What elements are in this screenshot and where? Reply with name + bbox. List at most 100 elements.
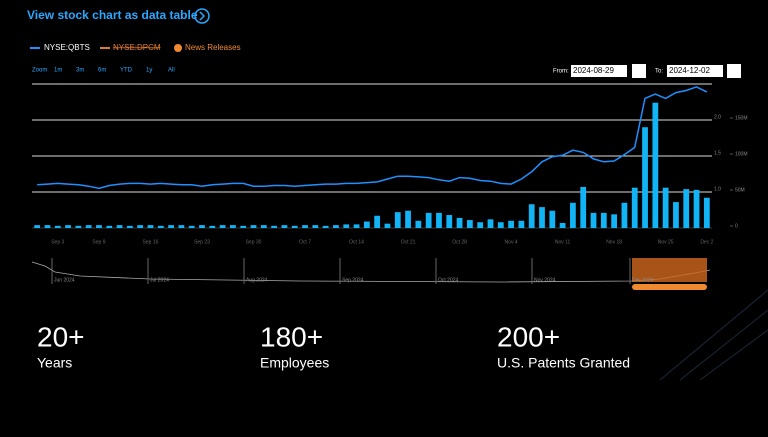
x-tick-label: Sep 3 bbox=[51, 239, 64, 245]
navigator-scrollbar[interactable] bbox=[632, 284, 707, 290]
stat-value: 180+ bbox=[260, 321, 323, 352]
volume-bar bbox=[230, 225, 236, 228]
volume-bar bbox=[590, 212, 597, 228]
decor-lines bbox=[659, 289, 768, 381]
stat-value: 200+ bbox=[497, 321, 560, 352]
volume-bar bbox=[642, 127, 648, 228]
range-button[interactable]: 1y bbox=[146, 68, 152, 74]
x-tick-label: Oct 21 bbox=[401, 239, 416, 245]
link-arrow bbox=[199, 11, 206, 21]
volume-bar bbox=[168, 225, 174, 228]
x-tick-label: Sep 30 bbox=[246, 239, 262, 245]
volume-bar bbox=[178, 225, 185, 228]
volume-bar bbox=[343, 224, 350, 228]
volume-bar bbox=[631, 187, 638, 228]
from-date[interactable]: 2024-08-29 bbox=[573, 66, 614, 75]
volume-bar bbox=[322, 225, 329, 228]
range-button[interactable]: 1m bbox=[54, 68, 62, 74]
volume-bar bbox=[549, 210, 556, 228]
legend-item[interactable]: News Releases bbox=[185, 43, 241, 52]
x-tick-label: Oct 7 bbox=[299, 239, 311, 245]
navigator bbox=[31, 258, 711, 290]
volume-bar bbox=[116, 225, 123, 228]
range-button[interactable]: YTD bbox=[120, 68, 133, 74]
navigator-label: Nov 2024 bbox=[534, 277, 556, 283]
volume-bar bbox=[333, 225, 339, 228]
stat-label: Employees bbox=[260, 355, 329, 371]
volume-bar bbox=[54, 225, 61, 228]
x-tick-label: Nov 11 bbox=[555, 239, 571, 245]
volume-bar bbox=[96, 225, 102, 228]
volume-bar bbox=[528, 204, 535, 228]
navigator-label: Oct 2024 bbox=[438, 277, 459, 283]
volume-bar bbox=[621, 202, 628, 228]
volume-bar bbox=[611, 214, 618, 228]
y-tick-label: 1.5 bbox=[714, 150, 721, 156]
navigator-label: Dec 2024 bbox=[632, 277, 654, 283]
volume-bar bbox=[137, 225, 144, 228]
volume-bar bbox=[652, 102, 659, 228]
volume-bar bbox=[157, 225, 164, 228]
volume-bar bbox=[662, 187, 669, 228]
volume-bar bbox=[353, 224, 360, 228]
volume-bar bbox=[425, 212, 432, 228]
volume-bar bbox=[374, 215, 381, 228]
from-input[interactable] bbox=[571, 65, 627, 77]
range-button[interactable]: 3m bbox=[76, 68, 84, 74]
range-button[interactable]: All bbox=[168, 68, 175, 74]
x-tick-label: Oct 28 bbox=[452, 239, 467, 245]
navigator-label: Jul 2024 bbox=[150, 277, 169, 283]
link-icon[interactable] bbox=[194, 8, 210, 24]
volume-bar bbox=[199, 225, 205, 228]
volume-bar bbox=[508, 220, 514, 228]
legend-item[interactable]: NYSE:QBTS bbox=[44, 43, 90, 52]
x-tick-label: Sep 9 bbox=[92, 239, 105, 245]
y2-tick-label: 100M bbox=[735, 151, 748, 157]
stat-value: 20+ bbox=[37, 321, 85, 352]
volume-bar bbox=[44, 225, 51, 228]
volume-bar bbox=[683, 189, 690, 228]
volume-bar bbox=[518, 220, 525, 228]
volume-bar bbox=[539, 207, 545, 228]
volume-bar bbox=[693, 189, 700, 228]
y2-tick-label: 150M bbox=[735, 115, 748, 121]
navigator-window[interactable] bbox=[632, 258, 707, 282]
x-tick-label: Nov 25 bbox=[658, 239, 674, 245]
volume-bar bbox=[405, 210, 411, 228]
to-date[interactable]: 2024-12-02 bbox=[669, 66, 710, 75]
navigator-label: Jun 2024 bbox=[54, 277, 75, 283]
volume-bar bbox=[65, 225, 71, 228]
volume-bar bbox=[188, 225, 195, 228]
volume-bar bbox=[291, 225, 298, 228]
x-tick-label: Oct 14 bbox=[349, 239, 364, 245]
volume-bar bbox=[209, 225, 216, 228]
volume-bar bbox=[126, 225, 133, 228]
volume-bar bbox=[240, 225, 247, 228]
volume-bar bbox=[312, 225, 319, 228]
legend-swatch bbox=[174, 44, 182, 52]
volume-bar bbox=[363, 221, 370, 228]
to-label: To: bbox=[655, 69, 663, 75]
x-tick-label: Dec 2 bbox=[700, 239, 713, 245]
volume-bar bbox=[85, 225, 92, 228]
volume-bar bbox=[446, 215, 453, 228]
x-tick-label: Nov 4 bbox=[505, 239, 518, 245]
legend-item[interactable]: NYSE:DPCM bbox=[113, 43, 161, 52]
volume-bar bbox=[147, 225, 154, 228]
volume-bar bbox=[466, 220, 473, 228]
calendar-button[interactable] bbox=[632, 64, 646, 78]
price-line bbox=[37, 86, 708, 190]
navigator-label: Sep 2024 bbox=[342, 277, 364, 283]
volume-bar bbox=[281, 225, 288, 228]
volume-bar bbox=[600, 212, 607, 228]
range-button: Zoom bbox=[32, 68, 47, 74]
data-table-link[interactable]: View stock chart as data table bbox=[27, 8, 198, 22]
volume-bar bbox=[271, 225, 278, 228]
volume-bar bbox=[219, 225, 226, 228]
range-button[interactable]: 6m bbox=[98, 68, 106, 74]
calendar-button[interactable] bbox=[727, 64, 741, 78]
volume-bar bbox=[384, 223, 391, 228]
volume-bar bbox=[570, 202, 576, 228]
to-input[interactable] bbox=[667, 65, 723, 77]
